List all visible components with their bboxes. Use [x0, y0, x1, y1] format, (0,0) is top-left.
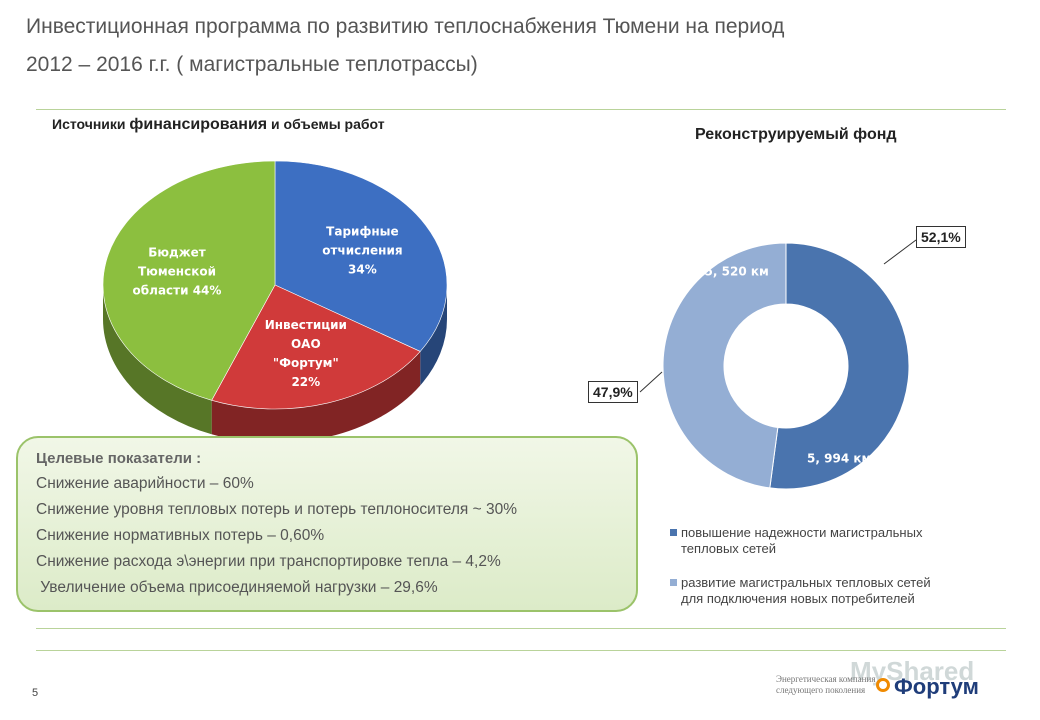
doughnut-data-label: 5, 520 км	[705, 265, 769, 279]
callout-leader-line	[883, 239, 917, 265]
pie-slice-side	[102, 285, 212, 435]
target-item: Снижение расхода э\энергии при транспорт…	[36, 553, 501, 570]
target-indicators-panel: Целевые показатели : Снижение аварийност…	[16, 436, 638, 612]
logo-name: Фортум	[894, 674, 979, 699]
bottom-divider-2	[36, 650, 1006, 651]
doughnut-slice	[769, 242, 910, 490]
logo-tagline-line-1: Энергетическая компания	[776, 674, 876, 684]
pie-chart-title: Источники финансирования и объемы работ	[52, 116, 385, 134]
legend-label: повышение надежности магистральных	[681, 525, 923, 540]
legend-label: развитие магистральных тепловых сетей	[681, 575, 931, 590]
legend-item-development: развитие магистральных тепловых сетей дл…	[670, 575, 1000, 607]
title-line-2: 2012 – 2016 г.г. ( магистральные теплотр…	[26, 53, 478, 76]
legend-item-reliability: повышение надежности магистральных тепло…	[670, 525, 1000, 557]
fortum-logo: Энергетическая компания следующего покол…	[776, 664, 1016, 704]
targets-heading: Целевые показатели :	[36, 450, 202, 467]
logo-tagline: Энергетическая компания следующего покол…	[776, 674, 875, 696]
pie-slice	[211, 284, 421, 410]
pie-slice-side	[420, 285, 447, 386]
pie-slice-side	[211, 351, 421, 443]
target-item: Увеличение объема присоединяемой нагрузк…	[36, 579, 438, 596]
target-item: Снижение аварийности – 60%	[36, 475, 254, 492]
bottom-divider-1	[36, 628, 1006, 629]
pie-slice	[274, 160, 448, 352]
watermark: MyShared	[850, 656, 975, 686]
logo-ring-icon	[876, 678, 890, 692]
slide-title: Инвестиционная программа по развитию теп…	[26, 8, 986, 84]
legend-label-continued: тепловых сетей	[681, 541, 776, 556]
callout-percent-52: 52,1%	[916, 226, 966, 248]
pie-slice-label: Инвестиции ОАО "Фортум" 22%	[265, 318, 347, 389]
legend-label-continued: для подключения новых потребителей	[681, 591, 915, 606]
callout-percent-47: 47,9%	[588, 381, 638, 403]
logo-tagline-line-2: следующего поколения	[776, 685, 866, 695]
callout-leader-line	[639, 371, 663, 393]
doughnut-data-label: 5, 994 км	[807, 451, 871, 465]
doughnut-slice	[662, 242, 787, 489]
legend-swatch	[670, 529, 677, 536]
pie-title-part-2: финансирования	[129, 116, 268, 133]
top-divider	[36, 109, 1006, 110]
pie-title-part-1: Источники	[52, 116, 130, 132]
pie-slice-label: Тарифные отчисления 34%	[322, 224, 402, 276]
legend-swatch	[670, 579, 677, 586]
target-item: Снижение уровня тепловых потерь и потерь…	[36, 501, 517, 518]
doughnut-chart-title: Реконструируемый фонд	[695, 126, 897, 143]
page-number: 5	[32, 687, 39, 699]
pie-slice	[102, 160, 276, 401]
pie-slice-label: Бюджет Тюменской области 44%	[133, 246, 222, 298]
pie-title-part-3: и объемы работ	[267, 116, 385, 132]
title-line-1: Инвестиционная программа по развитию теп…	[26, 15, 785, 38]
target-item: Снижение нормативных потерь – 0,60%	[36, 527, 325, 544]
